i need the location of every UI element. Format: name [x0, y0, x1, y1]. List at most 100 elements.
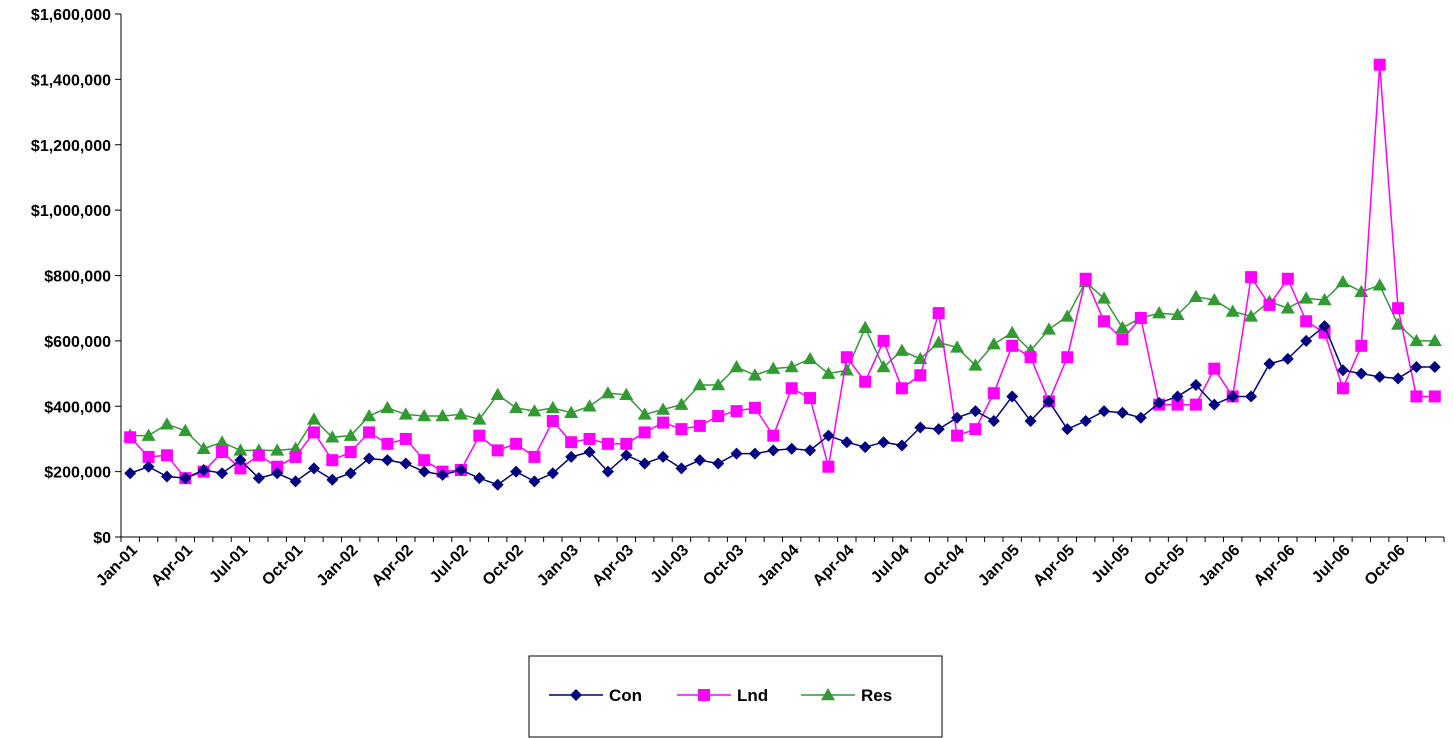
y-tick-label: $200,000	[44, 465, 111, 482]
legend-item-res: Res	[801, 686, 892, 705]
x-tick-label: Oct-06	[1362, 542, 1409, 589]
x-tick-label: Jul-05	[1089, 542, 1134, 587]
data-point-res	[1060, 309, 1075, 322]
data-point-res	[141, 428, 156, 441]
data-point-con	[1318, 320, 1331, 333]
x-axis: Jan-01 Apr-01 Jul-01 Oct-01 Jan-02 Apr-02 Jul-…	[93, 536, 1445, 590]
series-res	[123, 275, 1442, 456]
data-point-lnd	[124, 431, 137, 444]
data-point-lnd	[1098, 315, 1111, 328]
data-point-res	[545, 400, 560, 414]
data-point-lnd	[307, 426, 320, 439]
data-point-lnd	[491, 444, 504, 457]
data-point-lnd	[730, 405, 743, 418]
series-layer	[123, 58, 1442, 491]
data-point-res	[637, 407, 652, 420]
data-point-res	[1115, 320, 1130, 334]
data-point-lnd	[1410, 390, 1423, 403]
data-point-lnd	[932, 307, 945, 320]
y-axis: $0 $200,000 $400,000 $600,000 $800,000 $1,000…	[31, 7, 122, 547]
data-point-res	[1317, 293, 1332, 306]
data-point-con	[620, 449, 633, 462]
data-point-con	[565, 450, 578, 463]
data-point-lnd	[859, 375, 872, 388]
data-point-con	[748, 447, 761, 460]
data-point-con	[1281, 352, 1294, 365]
data-point-con	[767, 444, 780, 457]
data-point-res	[747, 368, 762, 381]
data-point-res	[215, 435, 230, 448]
data-point-con	[1024, 414, 1037, 427]
data-point-lnd	[638, 426, 651, 439]
legend-label-con: Con	[609, 686, 642, 705]
data-point-lnd	[381, 437, 394, 450]
data-point-con	[197, 463, 210, 476]
x-tick-label: Jan-02	[314, 542, 362, 590]
y-tick-label: $600,000	[44, 334, 111, 351]
data-point-lnd	[1281, 272, 1294, 285]
data-point-res	[1188, 289, 1203, 302]
data-point-res	[711, 378, 726, 391]
data-point-con	[693, 454, 706, 467]
x-tick-label: Jul-03	[648, 542, 693, 587]
x-tick-label: Jan-05	[975, 542, 1023, 590]
data-point-res	[766, 361, 781, 374]
data-point-lnd	[895, 382, 908, 395]
data-point-lnd	[583, 432, 596, 445]
data-point-res	[453, 407, 468, 420]
data-point-con	[1116, 406, 1129, 419]
x-tick-label: Oct-04	[921, 542, 968, 589]
data-point-res	[306, 412, 321, 425]
data-point-res	[784, 360, 799, 373]
data-point-con	[895, 439, 908, 452]
data-point-lnd	[1392, 302, 1405, 315]
x-tick-label: Apr-06	[1251, 542, 1299, 590]
data-point-res	[600, 386, 615, 399]
data-point-res	[1170, 307, 1185, 320]
data-point-con	[1208, 398, 1221, 411]
data-point-lnd	[142, 450, 155, 463]
data-point-lnd	[160, 449, 173, 462]
data-point-lnd	[271, 460, 284, 473]
data-point-con	[1079, 414, 1092, 427]
data-point-con	[1428, 361, 1441, 374]
data-point-lnd	[289, 450, 302, 463]
data-point-lnd	[546, 414, 559, 427]
x-tick-label: Jan-01	[93, 542, 141, 590]
data-point-res	[1391, 317, 1406, 330]
data-point-con	[528, 475, 541, 488]
data-point-lnd	[1263, 298, 1276, 311]
data-point-res	[803, 351, 818, 365]
data-point-con	[1042, 395, 1055, 408]
data-point-res	[876, 360, 891, 373]
data-point-con	[932, 423, 945, 436]
data-point-res	[986, 337, 1001, 350]
data-point-res	[417, 409, 432, 422]
data-point-res	[527, 404, 542, 417]
data-point-con	[1392, 372, 1405, 385]
data-point-con	[399, 457, 412, 470]
data-point-res	[472, 412, 487, 425]
data-point-res	[968, 358, 983, 371]
data-point-con	[1171, 390, 1184, 403]
data-point-con	[840, 436, 853, 449]
legend-item-lnd: Lnd	[677, 686, 768, 705]
x-tick-label: Oct-05	[1141, 542, 1188, 589]
data-point-lnd	[785, 382, 798, 395]
data-point-res	[729, 360, 744, 373]
y-tick-label: $1,200,000	[31, 138, 111, 155]
data-point-con	[1006, 390, 1019, 403]
data-point-con	[914, 421, 927, 434]
data-point-lnd	[951, 429, 964, 442]
data-point-res	[490, 387, 505, 401]
data-point-res	[362, 409, 377, 422]
data-point-res	[1372, 278, 1387, 291]
data-point-lnd	[1079, 272, 1092, 285]
data-point-res	[1225, 304, 1240, 317]
data-point-con	[1410, 361, 1423, 374]
y-tick-label: $800,000	[44, 269, 111, 286]
data-point-lnd	[1373, 58, 1386, 71]
x-tick-label: Apr-04	[810, 542, 858, 590]
y-tick-label: $1,600,000	[31, 7, 111, 24]
